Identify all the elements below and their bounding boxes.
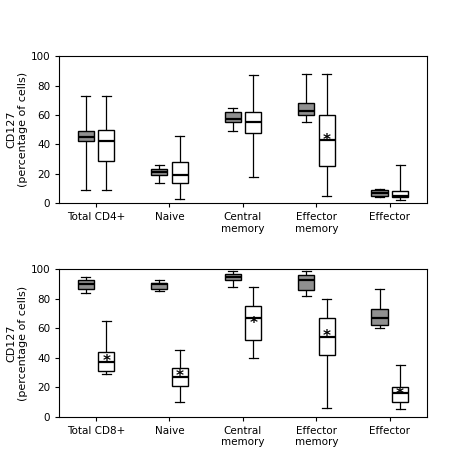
Text: *: * [323, 133, 331, 148]
Bar [392, 387, 408, 402]
Y-axis label: CD127
(percentage of cells): CD127 (percentage of cells) [6, 72, 28, 187]
Text: *: * [249, 315, 257, 330]
Bar [98, 130, 114, 161]
Text: *: * [323, 329, 331, 344]
Bar [319, 115, 335, 167]
Bar [151, 283, 167, 289]
Bar [78, 280, 94, 289]
Bar [225, 112, 241, 122]
Bar [298, 103, 314, 115]
Bar [392, 191, 408, 197]
Y-axis label: CD127
(percentage of cells): CD127 (percentage of cells) [6, 285, 28, 401]
Bar [151, 169, 167, 176]
Bar [172, 162, 188, 183]
Text: *: * [396, 387, 404, 402]
Bar [78, 131, 94, 141]
Text: *: * [176, 369, 184, 384]
Bar [172, 368, 188, 386]
Text: *: * [102, 354, 110, 369]
Bar [372, 190, 388, 196]
Bar [245, 306, 261, 340]
Bar [372, 309, 388, 325]
Bar [98, 352, 114, 371]
Bar [319, 318, 335, 355]
Bar [245, 112, 261, 132]
Bar [298, 275, 314, 290]
Bar [225, 274, 241, 280]
